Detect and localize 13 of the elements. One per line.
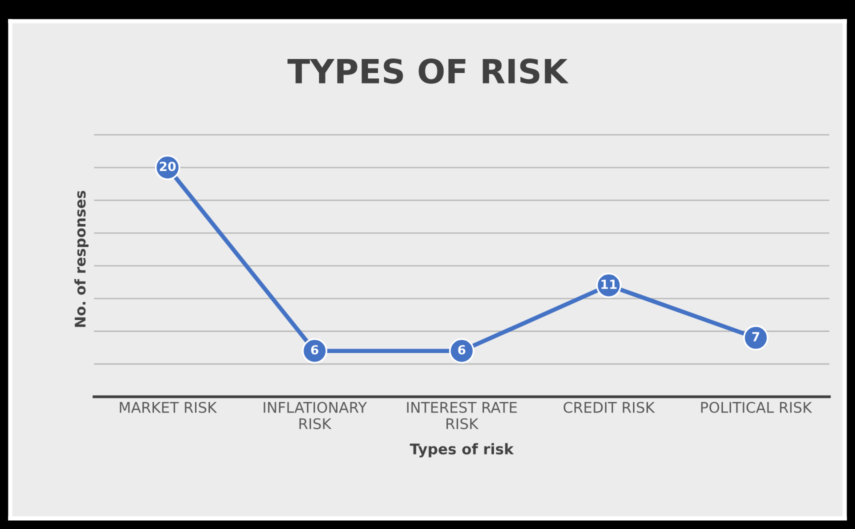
data-label: 20: [160, 162, 176, 172]
x-tick-label: INFLATIONARY RISK: [264, 402, 367, 430]
x-tick-label: MARKET RISK: [120, 402, 218, 413]
x-tick-label: CREDIT RISK: [564, 402, 655, 413]
data-label: 7: [752, 332, 760, 342]
x-tick-label: POLITICAL RISK: [701, 402, 812, 413]
data-label: 11: [601, 280, 617, 289]
y-axis-title: No. of responses: [74, 190, 88, 327]
data-label: 6: [311, 345, 318, 355]
x-tick-label: INTEREST RATE RISK: [407, 402, 517, 430]
chart-title: TYPES OF RISK: [288, 58, 569, 84]
x-axis-title: Types of risk: [410, 443, 514, 458]
data-label: 6: [458, 345, 466, 355]
